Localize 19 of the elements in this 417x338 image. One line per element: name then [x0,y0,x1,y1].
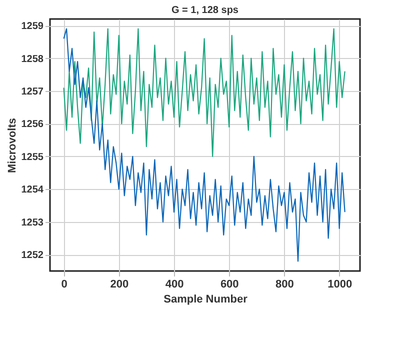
y-tick-label: 1256 [21,119,44,130]
x-tick-label: 800 [276,278,294,290]
y-tick-label: 1258 [21,54,44,65]
y-tick-label: 1254 [21,184,44,196]
line-series [63,28,346,262]
y-axis-title: Microvolts [6,118,18,174]
chart-title: G = 1, 128 sps [172,5,239,16]
y-tick-label: 1259 [21,21,44,32]
x-tick-label: 400 [165,278,184,290]
y-tick-label: 1252 [21,250,44,262]
x-tick-label: 0 [61,278,68,290]
x-axis-title: Sample Number [164,294,248,306]
x-tick-label: 200 [110,278,129,290]
y-tick-label: 1255 [21,152,44,163]
line-series [63,28,346,158]
y-tick-label: 1257 [21,86,44,98]
y-tick-label: 1253 [21,217,44,228]
x-tick-label: 1000 [328,278,352,290]
x-tick-label: 600 [220,278,239,290]
